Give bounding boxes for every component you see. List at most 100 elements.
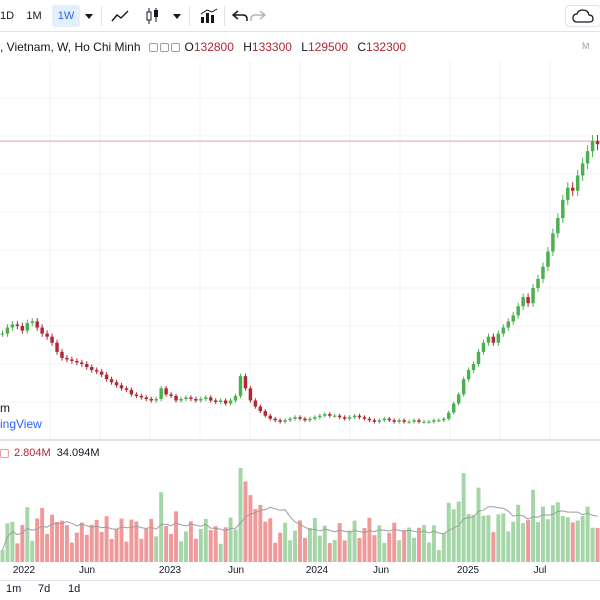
range-button-7d[interactable]: 7d bbox=[38, 583, 51, 595]
bar-chart-icon[interactable] bbox=[196, 5, 222, 27]
interval-1w-button[interactable]: 1W bbox=[52, 5, 80, 27]
volume-bar bbox=[585, 506, 590, 562]
volume-bar bbox=[352, 520, 357, 562]
price-chart[interactable] bbox=[0, 60, 600, 440]
volume-bar bbox=[441, 532, 446, 562]
volume-bar bbox=[387, 532, 392, 562]
candle-body bbox=[213, 400, 218, 402]
volume-bar bbox=[79, 522, 84, 562]
volume-bar bbox=[560, 515, 565, 562]
volume-bar bbox=[183, 531, 188, 562]
candle-body bbox=[174, 395, 178, 401]
candle-body bbox=[139, 395, 144, 398]
candle-body bbox=[30, 321, 34, 323]
candle-body bbox=[556, 218, 560, 234]
volume-bar bbox=[347, 530, 352, 562]
interval-1m-button[interactable]: 1M bbox=[26, 10, 42, 22]
x-tick-label: Jun bbox=[372, 565, 390, 576]
volume-bar bbox=[233, 529, 238, 562]
range-button-1m[interactable]: 1m bbox=[6, 583, 22, 595]
visibility-toggle-icon[interactable] bbox=[148, 42, 158, 52]
line-chart-icon[interactable] bbox=[107, 5, 133, 27]
ohlc-values: O132800 H133300 L129500 C132300 bbox=[185, 40, 413, 54]
volume-bar bbox=[436, 550, 441, 562]
volume-bar bbox=[99, 531, 104, 562]
settings-toggle-icon[interactable] bbox=[159, 42, 169, 52]
close-toggle-icon[interactable] bbox=[170, 42, 180, 52]
candle-body bbox=[511, 315, 515, 322]
volume-bar bbox=[526, 520, 531, 562]
volume-bar bbox=[426, 542, 431, 562]
candle-body bbox=[501, 327, 506, 334]
candle-body bbox=[323, 414, 327, 416]
candle-body bbox=[377, 420, 382, 422]
volume-bar bbox=[124, 541, 129, 562]
candle-body bbox=[263, 411, 268, 416]
candle-body bbox=[253, 400, 258, 407]
candle-body bbox=[179, 398, 183, 401]
undo-icon[interactable] bbox=[227, 5, 253, 27]
candle-body bbox=[154, 398, 158, 401]
legend-corner-mark[interactable]: M bbox=[582, 41, 590, 51]
bottom-range-bar: 1m 7d 1d bbox=[0, 580, 600, 600]
volume-bar bbox=[40, 507, 45, 562]
volume-bar bbox=[20, 524, 25, 562]
redo-icon[interactable] bbox=[245, 5, 271, 27]
candle-body bbox=[570, 187, 575, 191]
candle-body bbox=[476, 351, 481, 364]
chart-type-dropdown-icon[interactable] bbox=[168, 5, 186, 27]
candle-body bbox=[283, 420, 287, 422]
symbol-name[interactable]: , Vietnam, W, Ho Chi Minh bbox=[0, 40, 141, 54]
low-value: 129500 bbox=[307, 40, 349, 54]
volume-bar bbox=[407, 527, 412, 562]
volume-bar bbox=[298, 520, 302, 562]
pane-divider[interactable] bbox=[0, 439, 600, 441]
volume-bar bbox=[362, 527, 367, 562]
volume-chart[interactable] bbox=[0, 460, 600, 562]
volume-bar bbox=[337, 523, 342, 562]
x-tick-label: Jun bbox=[227, 565, 245, 576]
cloud-save-icon[interactable] bbox=[565, 5, 600, 27]
candle-body bbox=[65, 357, 69, 360]
volume-bar bbox=[382, 542, 387, 562]
volume-bar bbox=[273, 542, 278, 562]
volume-bar bbox=[15, 543, 20, 562]
candle-body bbox=[496, 333, 501, 343]
candle-body bbox=[94, 370, 99, 372]
volume-bar bbox=[496, 514, 501, 562]
volume-bar bbox=[74, 532, 79, 562]
volume-toggle-icon[interactable] bbox=[0, 448, 9, 458]
volume-bar bbox=[94, 519, 99, 562]
candle-body bbox=[407, 421, 411, 423]
candle-body bbox=[506, 321, 510, 328]
volume-bar bbox=[486, 515, 491, 562]
volume-bar bbox=[516, 504, 521, 562]
candle-body bbox=[516, 306, 520, 316]
candle-body bbox=[347, 417, 352, 419]
volume-bar bbox=[580, 516, 585, 562]
candle-body bbox=[278, 420, 282, 422]
interval-1d-button[interactable]: 1D bbox=[0, 10, 15, 22]
candle-body bbox=[481, 342, 486, 352]
volume-legend: 2.804M 34.094M bbox=[0, 447, 100, 459]
volume-bar bbox=[69, 542, 74, 562]
volume-bar bbox=[169, 533, 174, 562]
interval-dropdown-icon[interactable] bbox=[80, 5, 98, 27]
volume-bar bbox=[570, 522, 575, 562]
volume-bar bbox=[159, 492, 164, 562]
open-label: O bbox=[184, 40, 194, 54]
volume-bar bbox=[104, 516, 109, 562]
candlestick-icon[interactable] bbox=[140, 5, 166, 27]
candle-body bbox=[268, 415, 272, 419]
candle-body bbox=[580, 163, 585, 176]
range-button-1d[interactable]: 1d bbox=[68, 583, 81, 595]
watermark-line1: m bbox=[0, 401, 10, 415]
candle-body bbox=[461, 379, 466, 395]
candle-body bbox=[437, 420, 441, 422]
candle-body bbox=[466, 370, 471, 380]
symbol-legend: , Vietnam, W, Ho Chi Minh O132800 H13330… bbox=[0, 40, 412, 54]
toolbar-divider bbox=[189, 6, 190, 26]
candle-body bbox=[90, 367, 94, 371]
candle-body bbox=[447, 412, 451, 419]
volume-bar bbox=[109, 538, 114, 562]
